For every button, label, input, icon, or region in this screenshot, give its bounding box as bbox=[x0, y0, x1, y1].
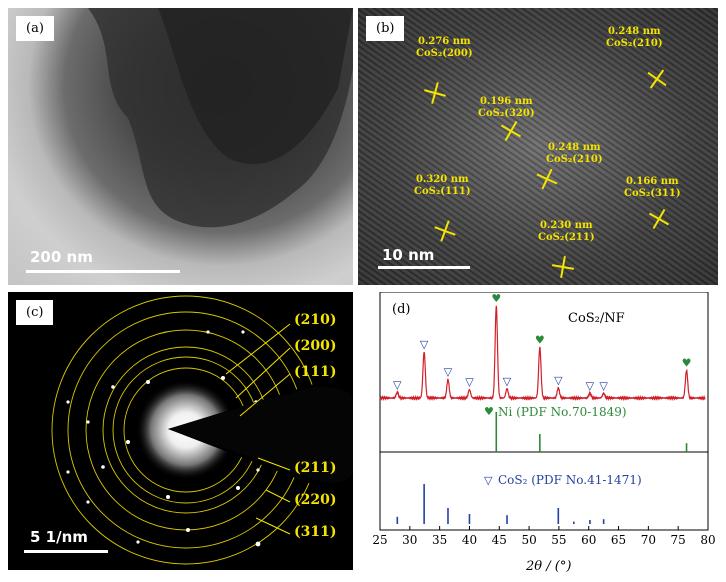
diffraction-rings bbox=[51, 295, 353, 565]
cos2-peak-marker: ▽ bbox=[554, 374, 563, 387]
ring-label: (210) bbox=[294, 312, 337, 328]
tem-image-panel: (a) 200 nm bbox=[8, 8, 353, 285]
x-tick-label: 80 bbox=[700, 533, 715, 547]
ring-label: (200) bbox=[294, 338, 337, 354]
lattice-marker bbox=[496, 116, 526, 146]
lattice-marker bbox=[644, 204, 674, 234]
x-tick-label: 40 bbox=[462, 533, 477, 547]
reference-label-ni: Ni (PDF No.70-1849) bbox=[498, 405, 627, 419]
cos2-peak-marker: ▽ bbox=[599, 379, 608, 392]
panel-label-a: (a) bbox=[16, 16, 54, 41]
lattice-annotation: 0.196 nm CoS₂(320) bbox=[478, 96, 535, 119]
x-tick-label: 35 bbox=[432, 533, 447, 547]
reference-label-cos2: CoS₂ (PDF No.41-1471) bbox=[498, 473, 642, 487]
ring-label: (220) bbox=[294, 492, 337, 508]
x-tick-label: 75 bbox=[671, 533, 686, 547]
lattice-annotation: 0.248 nm CoS₂(210) bbox=[546, 142, 603, 165]
scale-text-a: 200 nm bbox=[30, 248, 93, 266]
x-tick-label: 60 bbox=[581, 533, 596, 547]
cos2-peak-marker: ▽ bbox=[586, 379, 595, 392]
panel-label-c: (c) bbox=[16, 300, 54, 325]
lattice-annotation: 0.166 nm CoS₂(311) bbox=[624, 176, 681, 199]
lattice-annotation: 0.320 nm CoS₂(111) bbox=[414, 174, 471, 197]
scale-text-b: 10 nm bbox=[382, 246, 435, 264]
ring-label: (111) bbox=[294, 364, 337, 380]
cos2-peak-marker: ▽ bbox=[444, 366, 453, 379]
x-tick-label: 45 bbox=[492, 533, 507, 547]
cos2-peak-marker: ▽ bbox=[420, 338, 429, 351]
lattice-marker bbox=[642, 64, 673, 95]
x-tick-label: 50 bbox=[521, 533, 536, 547]
nanosheet-shape bbox=[88, 8, 353, 228]
x-tick-label: 25 bbox=[372, 533, 387, 547]
ni-peak-marker: ♥ bbox=[535, 333, 545, 346]
lattice-marker bbox=[422, 80, 449, 107]
lattice-marker bbox=[431, 217, 459, 245]
ring-label: (311) bbox=[294, 524, 337, 540]
cos2-peak-marker: ▽ bbox=[393, 378, 402, 391]
panel-label-b: (b) bbox=[366, 16, 405, 41]
ring-label: (211) bbox=[294, 460, 337, 476]
hrtem-image-panel: (b) 0.276 nm CoS₂(200) 0.196 nm CoS₂(320) … bbox=[358, 8, 718, 285]
scale-bar-b bbox=[378, 266, 470, 269]
lattice-marker bbox=[550, 254, 575, 279]
xrd-pattern-line bbox=[379, 305, 706, 402]
lattice-annotation: 0.248 nm CoS₂(210) bbox=[606, 26, 663, 49]
xrd-chart-panel: 25 30 35 40 45 50 55 60 65 70 75 80 ♥ ♥ ♥ ▽ ▽ ▽ ▽ ▽ ▽ ▽ ▽ CoS… bbox=[358, 292, 720, 578]
x-axis-label: 2θ / (°) bbox=[525, 559, 571, 574]
legend-heart-ni: ♥ bbox=[484, 405, 494, 418]
lattice-annotation: 0.230 nm CoS₂(211) bbox=[538, 220, 595, 243]
panel-label-d: (d) bbox=[392, 302, 411, 317]
x-tick-label: 65 bbox=[611, 533, 626, 547]
x-tick-label: 70 bbox=[641, 533, 656, 547]
x-tick-label: 55 bbox=[551, 533, 566, 547]
x-tick-label: 30 bbox=[402, 533, 417, 547]
cos2-peak-marker: ▽ bbox=[503, 375, 512, 388]
lattice-annotation: 0.276 nm CoS₂(200) bbox=[416, 36, 473, 59]
lattice-marker bbox=[532, 164, 561, 193]
cos2-peak-marker: ▽ bbox=[465, 376, 474, 389]
scale-bar-a bbox=[26, 270, 180, 273]
xrd-chart: 25 30 35 40 45 50 55 60 65 70 75 80 ♥ ♥ ♥ ▽ ▽ ▽ ▽ ▽ ▽ ▽ ▽ CoS… bbox=[372, 292, 716, 574]
legend-triangle-cos2: ▽ bbox=[484, 474, 493, 487]
plot-frame bbox=[379, 292, 709, 531]
scale-bar-c bbox=[24, 550, 108, 553]
ni-peak-marker: ♥ bbox=[682, 356, 692, 369]
series-label: CoS₂/NF bbox=[568, 311, 625, 326]
saed-pattern-panel: (c) (210) (200) (111) (211) (220) (311) … bbox=[8, 292, 353, 570]
ni-peak-marker: ♥ bbox=[491, 292, 501, 305]
scale-text-c: 5 1/nm bbox=[30, 528, 88, 546]
